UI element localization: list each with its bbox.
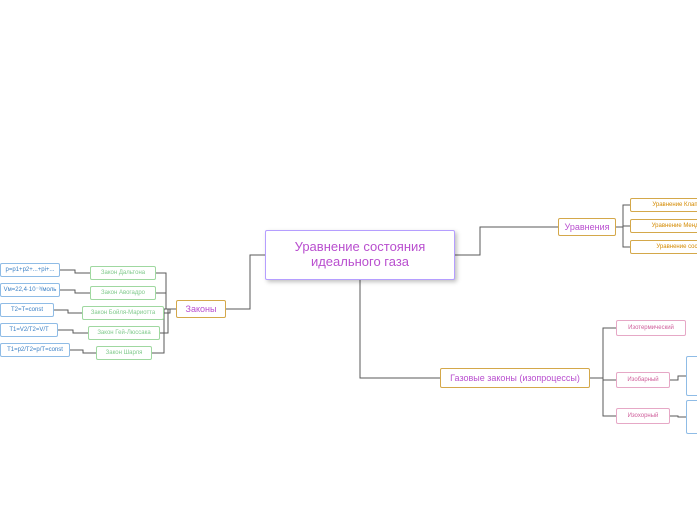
zakony-eq-gaylussac-label: T1=V2/T2=V/T — [9, 327, 48, 334]
zakony-child-gaylussac: Закон Гей-Люссака — [88, 326, 160, 340]
uravneniya-child-clapeyron: Уравнение Клапейрона — [630, 198, 697, 212]
uravneniya-child-mendeleev-label: Уравнение Менделеева — [652, 223, 697, 230]
zakony-eq-charles: T1=p2/T2=p/T=const — [0, 343, 70, 357]
zakony-child-boyle: Закон Бойля-Мариотта — [82, 306, 164, 320]
gaszakony-child-isohor-label: Изохорный — [628, 413, 659, 420]
uravneniya-child-ideal-label: Уравнение состояния идеального газа — [656, 244, 697, 251]
uravneniya-child-mendeleev: Уравнение Менделеева — [630, 219, 697, 233]
zakony-eq-charles-label: T1=p2/T2=p/T=const — [7, 347, 63, 354]
zakony-eq-avogadro-label: Vм=22,4·10⁻³/моль — [4, 287, 57, 294]
gaszakony-eq-isobar: Изоб осво сост Гей-/ — [686, 356, 697, 396]
zakony-child-dalton: Закон Дальтона — [90, 266, 156, 280]
zakony-child-gaylussac-label: Закон Гей-Люссака — [97, 330, 150, 337]
zakony-eq-avogadro: Vм=22,4·10⁻³/моль — [0, 283, 60, 297]
zakony-eq-gaylussac: T1=V2/T2=V/T — [0, 323, 58, 337]
zakony-child-boyle-label: Закон Бойля-Мариотта — [91, 310, 155, 317]
zakony-child-avogadro: Закон Авогадро — [90, 286, 156, 300]
uravneniya-child-clapeyron-label: Уравнение Клапейрона — [652, 202, 697, 209]
zakony-child-dalton-label: Закон Дальтона — [101, 270, 145, 277]
uravneniya-child-ideal: Уравнение состояния идеального газа — [630, 240, 697, 254]
zakony-eq-dalton: p=p1+p2+...+pi+... — [0, 263, 60, 277]
gaszakony-eq-isohor: Изох про мен — [686, 400, 697, 434]
branch-gaszakony-label: Газовые законы (изопроцессы) — [450, 373, 580, 383]
gaszakony-child-isoterm-label: Изотермический — [628, 325, 674, 332]
zakony-child-charles: Закон Шарля — [96, 346, 152, 360]
central-node: Уравнение состояния идеального газа — [265, 230, 455, 280]
gaszakony-child-isohor: Изохорный — [616, 408, 670, 424]
gaszakony-child-isobar-label: Изобарный — [627, 377, 658, 384]
zakony-child-charles-label: Закон Шарля — [106, 350, 143, 357]
gaszakony-child-isoterm: Изотермический — [616, 320, 686, 336]
zakony-eq-dalton-label: p=p1+p2+...+pi+... — [6, 267, 55, 274]
gaszakony-child-isobar: Изобарный — [616, 372, 670, 388]
zakony-eq-boyle-label: T2=T=const — [11, 307, 43, 314]
branch-gaszakony: Газовые законы (изопроцессы) — [440, 368, 590, 388]
branch-uravneniya-label: Уравнения — [565, 222, 610, 232]
central-node-label: Уравнение состояния идеального газа — [295, 240, 426, 270]
branch-uravneniya: Уравнения — [558, 218, 616, 236]
zakony-child-avogadro-label: Закон Авогадро — [101, 290, 145, 297]
branch-zakony-label: Законы — [186, 304, 217, 314]
zakony-eq-boyle: T2=T=const — [0, 303, 54, 317]
branch-zakony: Законы — [176, 300, 226, 318]
